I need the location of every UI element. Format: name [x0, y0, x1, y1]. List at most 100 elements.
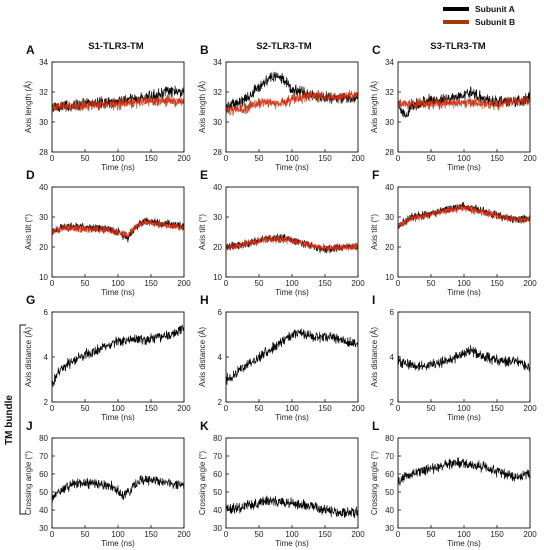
series-overlay-line	[52, 97, 184, 110]
x-tick-label: 50	[81, 279, 90, 288]
x-tick-label: 0	[396, 530, 401, 539]
panel-c: C 0 50 100 150 200 28 30 32 34 Time (ns) Axis lengt…	[370, 43, 537, 172]
x-tick-label: 150	[490, 404, 504, 413]
x-tick-label: 200	[351, 530, 365, 539]
x-tick-label: 50	[81, 404, 90, 413]
x-axis-label: Time (ns)	[447, 288, 481, 297]
x-tick-label: 150	[490, 279, 504, 288]
x-tick-label: 100	[285, 279, 299, 288]
x-tick-label: 200	[523, 530, 537, 539]
x-tick-label: 0	[50, 154, 55, 163]
x-tick-label: 100	[457, 154, 471, 163]
y-tick-label: 70	[39, 452, 48, 461]
x-tick-label: 150	[144, 154, 158, 163]
x-tick-label: 50	[255, 530, 264, 539]
x-axis-label: Time (ns)	[275, 163, 309, 172]
y-axis-label: Axis distance (Å)	[24, 327, 33, 387]
panel-letter: J	[26, 419, 33, 433]
x-tick-label: 200	[351, 404, 365, 413]
series-line-subunit-b	[226, 89, 358, 116]
x-tick-label: 200	[523, 279, 537, 288]
column-title-s2: S2-TLR3-TM	[256, 41, 312, 52]
x-axis-label: Time (ns)	[275, 413, 309, 422]
y-tick-label: 30	[39, 118, 48, 127]
y-tick-label: 34	[213, 58, 222, 67]
y-axis-label: Axis tilt (°)	[198, 214, 207, 250]
x-tick-label: 200	[351, 154, 365, 163]
plot-area	[52, 217, 184, 243]
y-tick-label: 10	[385, 273, 394, 282]
y-tick-label: 30	[385, 524, 394, 533]
x-tick-label: 200	[523, 154, 537, 163]
plot-frame	[51, 311, 185, 403]
x-tick-label: 100	[111, 154, 125, 163]
series-line-subunit-b	[52, 94, 184, 114]
plot-frame	[397, 311, 531, 403]
x-tick-label: 100	[111, 279, 125, 288]
x-tick-label: 0	[224, 154, 229, 163]
plot-area	[226, 328, 358, 385]
column-title-s3: S3-TLR3-TM	[430, 41, 486, 52]
plot-frame	[225, 311, 359, 403]
x-axis-label: Time (ns)	[275, 539, 309, 548]
y-tick-label: 60	[39, 470, 48, 479]
x-tick-label: 50	[255, 404, 264, 413]
x-tick-label: 0	[224, 404, 229, 413]
y-tick-label: 50	[39, 488, 48, 497]
y-tick-label: 40	[213, 506, 222, 515]
y-tick-label: 2	[218, 398, 223, 407]
tm-bundle-label: TM bundle	[4, 395, 15, 445]
y-tick-label: 50	[385, 488, 394, 497]
y-tick-label: 80	[385, 434, 394, 443]
y-tick-label: 70	[213, 452, 222, 461]
plot-area	[398, 86, 530, 118]
y-tick-label: 4	[390, 353, 395, 362]
series-line-subunit-a	[226, 328, 358, 385]
y-tick-label: 32	[385, 88, 394, 97]
plot-area	[398, 201, 530, 229]
panel-letter: F	[372, 168, 379, 182]
plot-area	[52, 85, 184, 114]
legend-label-subunit-b: Subunit B	[475, 17, 515, 27]
x-tick-label: 0	[396, 279, 401, 288]
y-axis-label: Axis distance (Å)	[198, 327, 207, 387]
x-tick-label: 0	[224, 279, 229, 288]
y-tick-label: 28	[39, 148, 48, 157]
panel-letter: A	[26, 43, 35, 57]
legend: Subunit A Subunit B	[443, 4, 515, 27]
panel-letter: B	[200, 43, 209, 57]
x-tick-label: 50	[81, 530, 90, 539]
y-axis-label: Axis distance (Å)	[370, 327, 379, 387]
y-axis-label: Axis tilt (°)	[24, 214, 33, 250]
y-axis-label: Axis tilt (°)	[370, 214, 379, 250]
y-tick-label: 30	[213, 118, 222, 127]
y-axis-label: Axis length (Å)	[198, 81, 207, 133]
plot-frame	[397, 437, 531, 529]
panel-f: F 0 50 100 150 200 10 20 30 40 Time (ns) Axis tilt …	[370, 168, 537, 297]
x-tick-label: 150	[490, 154, 504, 163]
x-tick-label: 100	[457, 279, 471, 288]
x-tick-label: 0	[396, 404, 401, 413]
series-overlay-line	[398, 205, 530, 228]
y-tick-label: 20	[213, 243, 222, 252]
y-tick-label: 4	[218, 353, 223, 362]
y-tick-label: 34	[385, 58, 394, 67]
panel-d: D 0 50 100 150 200 10 20 30 40 Time (ns) Axis tilt …	[24, 168, 191, 297]
x-tick-label: 0	[396, 154, 401, 163]
y-tick-label: 34	[39, 58, 48, 67]
plot-frame	[225, 186, 359, 278]
y-tick-label: 80	[213, 434, 222, 443]
panel-a: A 0 50 100 150 200 28 30 32 34 Time (ns) Axis lengt…	[24, 43, 191, 172]
series-line-subunit-a	[52, 324, 184, 388]
panel-k: K 0 50 100 150 200 30 40 50 60 70 80 Time (ns) Crossi…	[198, 419, 365, 548]
x-axis-label: Time (ns)	[101, 163, 135, 172]
y-axis-label: Crossing angle (°)	[24, 451, 33, 515]
y-tick-label: 40	[39, 506, 48, 515]
y-tick-label: 32	[39, 88, 48, 97]
x-tick-label: 0	[50, 530, 55, 539]
x-tick-label: 50	[427, 154, 436, 163]
y-tick-label: 10	[213, 273, 222, 282]
panel-g: G 0 50 100 150 200 2 4 6 Time (ns) Axis distance (…	[24, 293, 191, 422]
x-tick-label: 150	[318, 530, 332, 539]
plot-frame	[397, 186, 531, 278]
